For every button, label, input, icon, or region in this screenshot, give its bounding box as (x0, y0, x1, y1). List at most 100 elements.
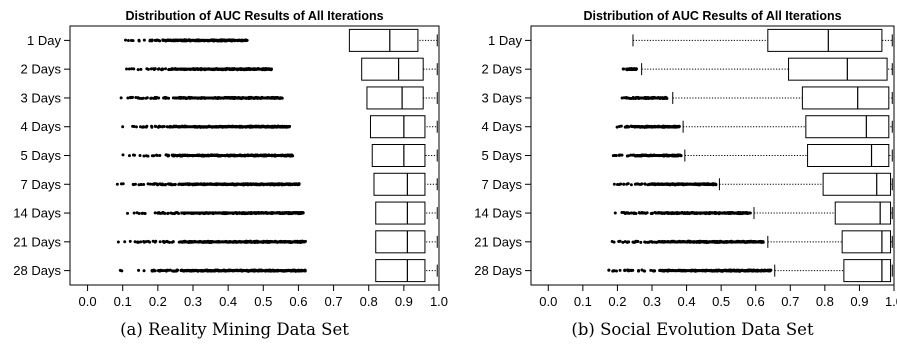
chart-title: Distribution of AUC Results of All Itera… (125, 9, 383, 23)
box (361, 57, 424, 81)
x-tick-label: 1.0 (885, 294, 897, 309)
outlier-point (172, 269, 176, 273)
outlier-point (157, 211, 161, 215)
y-tick-label: 4 Days (21, 119, 62, 134)
y-tick-label: 2 Days (21, 62, 62, 77)
outlier-points (121, 124, 292, 129)
outlier-point (133, 240, 137, 244)
outlier-point (613, 211, 617, 215)
outlier-point (171, 154, 175, 158)
outlier-point (615, 183, 619, 187)
outlier-point (146, 67, 150, 71)
outlier-point (629, 183, 633, 187)
outlier-point (156, 269, 160, 273)
outlier-points (620, 95, 669, 101)
outlier-point (126, 39, 130, 43)
outlier-point (146, 154, 150, 158)
outlier-point (150, 125, 154, 129)
outlier-point (125, 67, 129, 71)
outlier-point (637, 182, 641, 186)
outlier-point (157, 96, 161, 100)
outlier-point (643, 269, 647, 273)
y-tick-label: 7 Days (482, 177, 523, 192)
outlier-point (124, 38, 128, 42)
outlier-point (165, 125, 169, 129)
outlier-point (142, 38, 146, 42)
outlier-point (154, 182, 158, 186)
outlier-point (141, 125, 145, 129)
outlier-point (650, 211, 654, 215)
outlier-point (132, 211, 136, 215)
outlier-point (175, 268, 179, 272)
outlier-point (132, 125, 136, 128)
box (371, 144, 426, 167)
outlier-point (166, 211, 170, 215)
outlier-point (169, 183, 173, 187)
outlier-points (115, 182, 301, 187)
x-tick-label: 0.3 (643, 294, 661, 309)
outlier-point (607, 268, 611, 272)
outlier-point (137, 39, 141, 43)
outlier-point (155, 153, 159, 157)
outlier-point (627, 96, 631, 100)
outlier-point (639, 240, 643, 244)
box (822, 172, 892, 196)
outlier-point (640, 268, 644, 272)
x-tick-label: 0.5 (254, 294, 272, 309)
y-tick-label: 3 Days (21, 90, 62, 105)
outlier-point (146, 239, 150, 243)
outlier-points (118, 268, 307, 273)
outlier-point (142, 183, 146, 187)
outlier-point (171, 125, 175, 129)
outlier-points (621, 67, 638, 72)
outlier-point (619, 124, 623, 128)
outlier-point (622, 182, 626, 186)
outlier-point (625, 240, 629, 244)
outlier-point (618, 268, 622, 272)
outlier-point (128, 239, 132, 243)
outlier-point (653, 269, 657, 273)
outlier-point (146, 182, 150, 186)
outlier-point (623, 268, 627, 272)
outlier-point (164, 269, 168, 273)
y-tick-label: 3 Days (482, 90, 523, 105)
box (369, 115, 426, 139)
outlier-point (138, 96, 142, 100)
outlier-point (618, 153, 622, 157)
x-tick-label: 0.6 (289, 294, 307, 309)
outlier-point (152, 96, 156, 100)
y-tick-label: 1 Day (27, 33, 61, 48)
outlier-point (177, 182, 181, 186)
outlier-point (161, 67, 165, 71)
outlier-point (154, 124, 158, 128)
outlier-point (142, 154, 146, 158)
outlier-point (163, 95, 167, 99)
outlier-point (163, 183, 167, 187)
outlier-point (148, 182, 152, 186)
outlier-point (136, 68, 140, 72)
x-tick-label: 0.4 (678, 294, 696, 309)
outlier-points (611, 153, 683, 158)
box (375, 230, 426, 254)
outlier-point (632, 212, 636, 215)
box (375, 259, 426, 283)
outlier-point (614, 154, 618, 158)
outlier-point (131, 39, 135, 43)
caption: (b) Social Evolution Data Set (571, 320, 814, 339)
outlier-point (629, 153, 633, 157)
outlier-point (633, 182, 637, 186)
outlier-point (177, 212, 181, 216)
y-tick-label: 21 Days (474, 234, 522, 249)
x-tick-label: 0.7 (781, 294, 799, 309)
box (375, 201, 426, 225)
outlier-point (643, 240, 647, 244)
outlier-point (118, 268, 122, 272)
outlier-point (143, 211, 147, 215)
outlier-point (126, 211, 130, 215)
box (843, 259, 892, 283)
outlier-point (626, 182, 630, 186)
outlier-point (139, 125, 143, 129)
outlier-point (134, 125, 138, 129)
outlier-point (612, 182, 616, 186)
outlier-point (167, 67, 171, 71)
